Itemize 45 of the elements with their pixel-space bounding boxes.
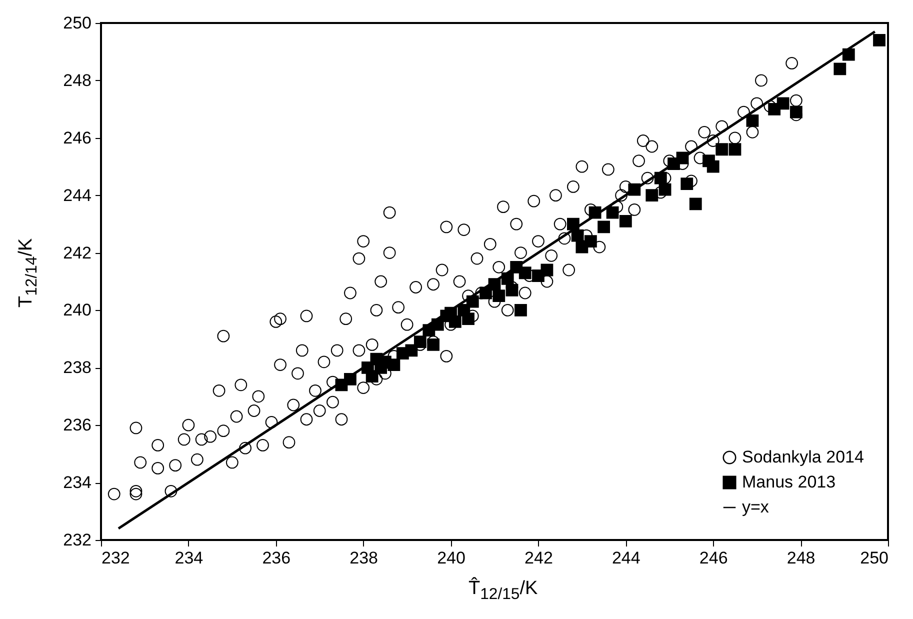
point [873, 34, 886, 46]
y-tick-label: 232 [63, 530, 92, 550]
x-tick-label: 238 [350, 548, 378, 568]
legend-label: Manus 2013 [742, 472, 836, 492]
x-tick-label: 242 [524, 548, 553, 568]
point [619, 214, 632, 228]
point [746, 114, 759, 127]
y-tick-label: 236 [63, 416, 92, 435]
y-tick-label: 244 [63, 186, 92, 205]
point [514, 304, 527, 316]
point [540, 264, 554, 276]
point [706, 160, 720, 173]
point [646, 189, 658, 202]
y-tick-label: 242 [63, 243, 92, 262]
point [716, 143, 728, 156]
y-tick-label: 250 [63, 14, 92, 32]
legend-label: y=x [742, 498, 770, 516]
point [405, 344, 418, 357]
y-tick-label: 246 [63, 128, 92, 148]
x-tick-label: 234 [174, 548, 204, 568]
point [728, 143, 742, 156]
x-axis-title: T̂$_{12/15}$/K [468, 578, 538, 604]
point [584, 235, 597, 248]
x-tick-label: 250 [860, 548, 888, 568]
y-tick-label: 240 [63, 300, 92, 320]
point [689, 198, 702, 210]
x-tick-label: 232 [102, 548, 130, 568]
x-tick-label: 236 [262, 548, 291, 568]
y-tick-label: 248 [63, 70, 92, 90]
point [598, 220, 610, 234]
y-tick-label: 234 [63, 473, 92, 492]
x-tick-label: 248 [786, 548, 816, 568]
x-tick-label: 246 [699, 548, 728, 568]
point [448, 316, 462, 328]
point [492, 290, 506, 302]
point [776, 97, 790, 110]
point [606, 206, 619, 219]
point [680, 178, 694, 190]
x-tick-label: 244 [612, 548, 640, 568]
point [518, 266, 532, 280]
x-tick-label: 240 [437, 548, 466, 568]
point [834, 62, 846, 76]
point [462, 312, 474, 326]
y-tick-label: 238 [63, 358, 92, 378]
legend-label: Sodankyla 2014 [742, 448, 864, 466]
